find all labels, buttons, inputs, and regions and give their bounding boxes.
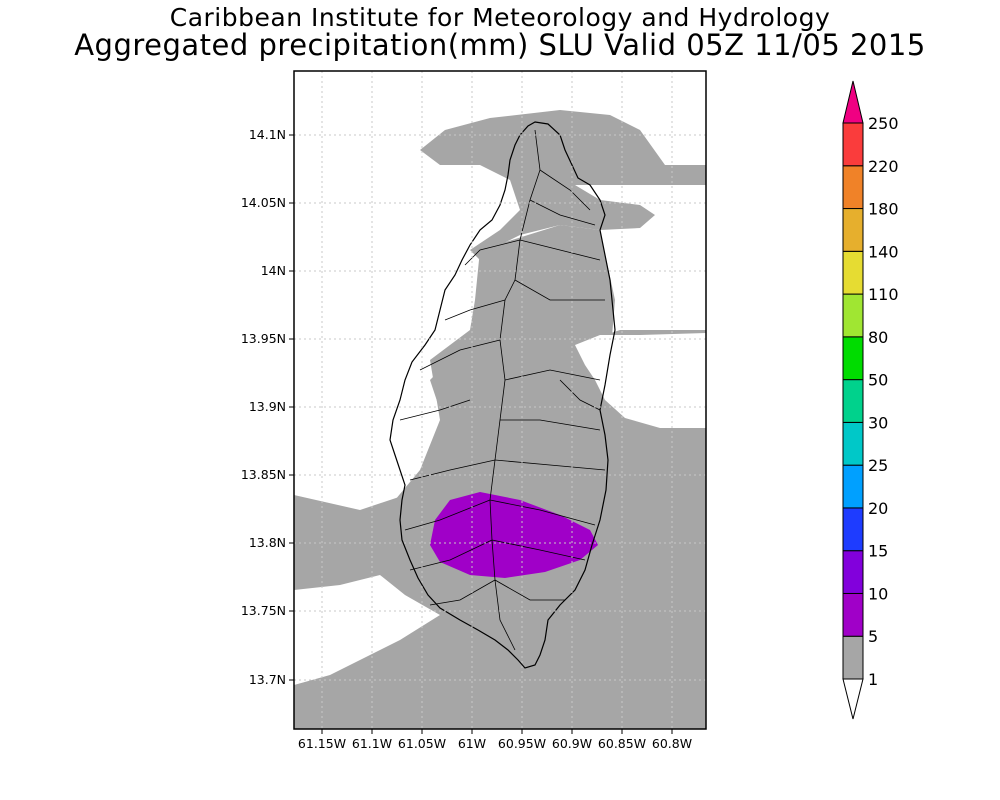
x-tick-label: 61W: [458, 736, 486, 751]
colorbar-segment: [842, 250, 864, 295]
colorbar-segment: [842, 379, 864, 423]
y-tick-label: 14.1N: [249, 127, 286, 142]
y-tick-label: 14N: [261, 263, 286, 278]
colorbar-label: 250: [868, 114, 899, 133]
chart-subtitle: Aggregated precipitation(mm) SLU Valid 0…: [74, 28, 926, 62]
x-tick-label: 61.15W: [298, 736, 346, 751]
colorbar-segment: [842, 635, 864, 680]
y-tick-label: 13.8N: [249, 535, 286, 550]
colorbar-label: 50: [868, 371, 888, 390]
colorbar-segment: [842, 421, 864, 466]
colorbar-label: 1: [868, 670, 878, 689]
colorbar-segment: [842, 293, 864, 338]
y-tick-label: 13.9N: [249, 399, 286, 414]
colorbar-segment: [842, 550, 864, 594]
colorbar-label: 180: [868, 200, 899, 219]
colorbar-segment: [842, 122, 864, 167]
colorbar-label: 80: [868, 328, 888, 347]
x-tick-label: 60.9W: [552, 736, 592, 751]
no-rain-gap: [575, 333, 706, 428]
plot-frame: [293, 70, 707, 730]
x-tick-label: 60.85W: [598, 736, 646, 751]
colorbar-label: 20: [868, 499, 888, 518]
y-tick-label: 14.05N: [241, 195, 286, 210]
colorbar-label: 25: [868, 456, 888, 475]
x-tick-label: 60.95W: [498, 736, 546, 751]
colorbar-segment: [842, 336, 864, 381]
colorbar-label: 10: [868, 584, 888, 603]
colorbar-segment: [842, 464, 864, 509]
y-axis: 14.1N 14.05N 14N 13.95N 13.9N 13.85N 13.8N 13.7…: [241, 127, 294, 687]
x-tick-label: 60.8W: [652, 736, 692, 751]
island-coastline: [389, 121, 616, 669]
watershed-lines: [399, 129, 606, 651]
colorbar-label: 5: [868, 627, 878, 646]
colorbar-label: 220: [868, 157, 899, 176]
x-tick-label: 61.1W: [352, 736, 392, 751]
colorbar-label: 15: [868, 542, 888, 561]
x-tick-label: 61.05W: [398, 736, 446, 751]
gridlines: [294, 71, 706, 729]
y-tick-label: 13.75N: [241, 603, 286, 618]
colorbar-label: 30: [868, 413, 888, 432]
colorbar-label: 140: [868, 242, 899, 261]
y-tick-label: 13.7N: [249, 672, 286, 687]
chart-title: Caribbean Institute for Meteorology and …: [169, 3, 831, 32]
colorbar-bottom-arrow: [842, 678, 864, 720]
colorbar-segment: [842, 208, 864, 252]
y-tick-label: 13.95N: [241, 331, 286, 346]
colorbar-top-arrow: [842, 80, 864, 124]
colorbar-segment: [842, 165, 864, 210]
x-axis: 61.15W 61.1W 61.05W 61W 60.95W 60.9W 60.85W 60.…: [298, 729, 692, 751]
colorbar-segment: [842, 507, 864, 552]
y-tick-label: 13.85N: [241, 467, 286, 482]
colorbar-segment: [842, 592, 864, 637]
colorbar-label: 110: [868, 285, 899, 304]
